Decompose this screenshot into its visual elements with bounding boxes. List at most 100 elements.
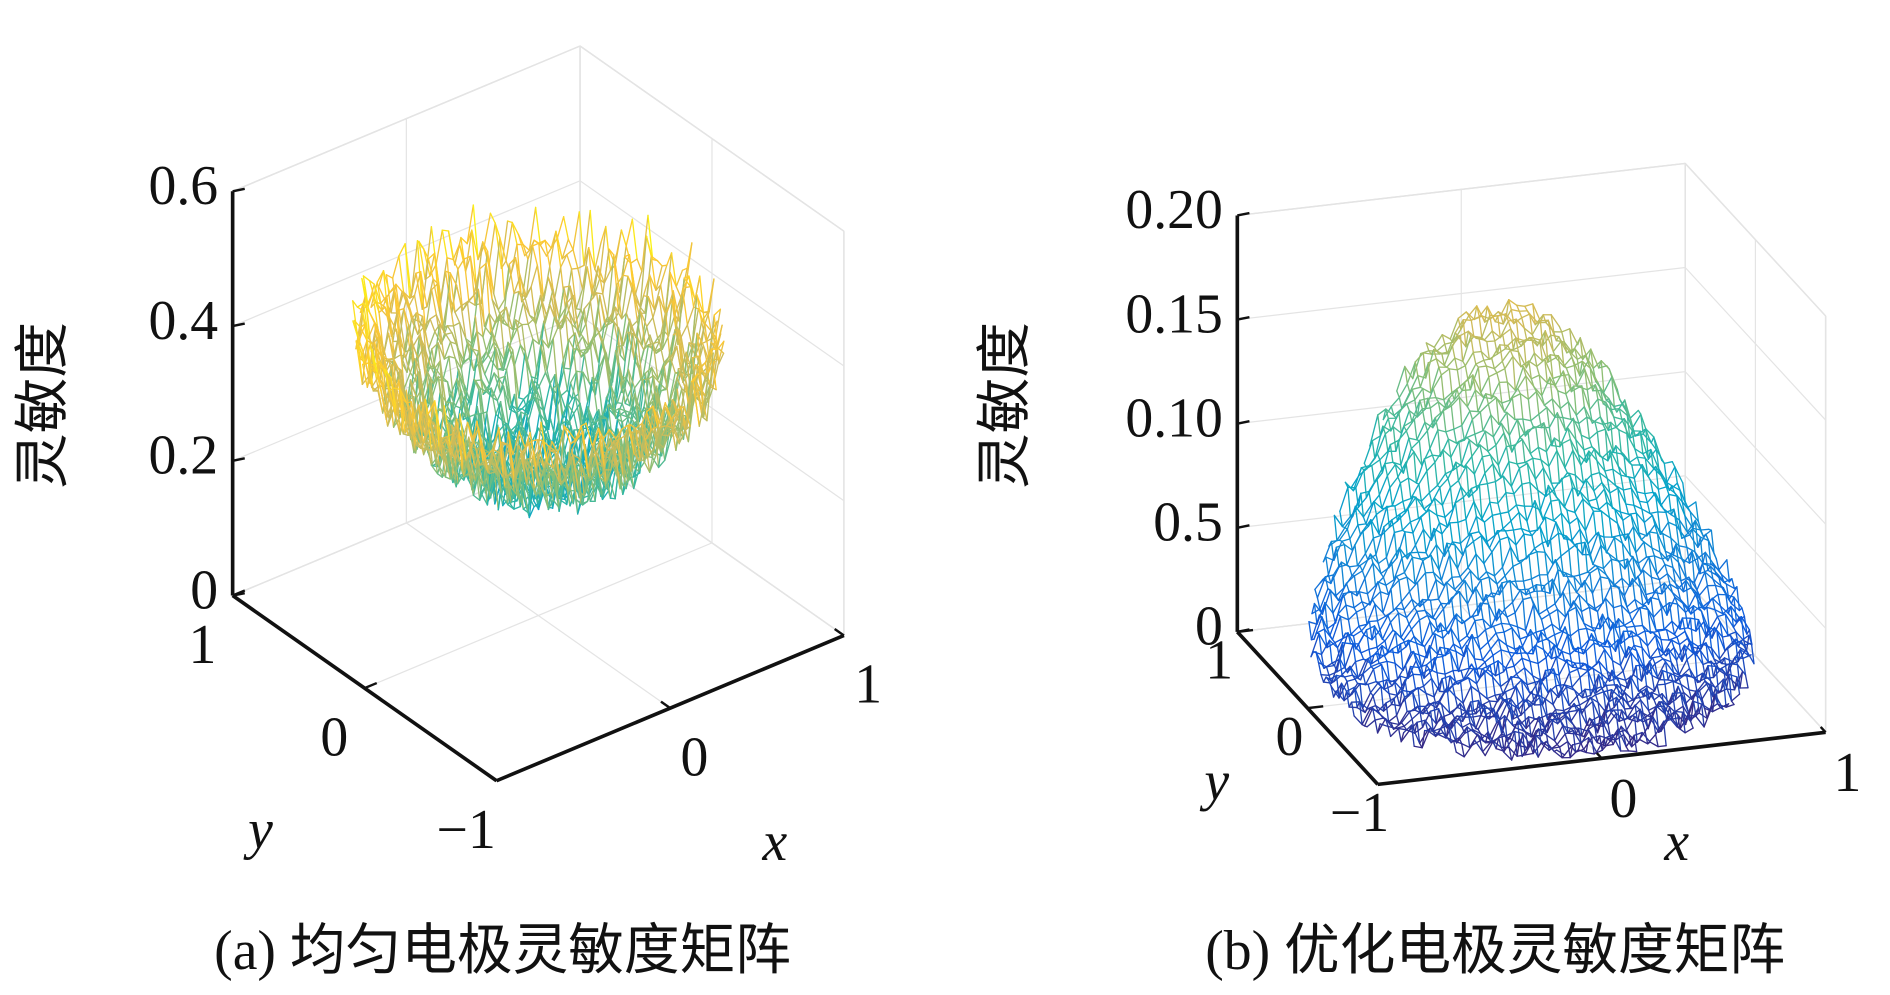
mesh-edge [605,225,612,271]
mesh-edge [591,338,600,363]
mesh-edge [546,337,554,371]
mesh-edge [622,253,631,276]
mesh-edge [380,337,387,374]
mesh-edge [364,295,371,314]
mesh-edge [692,275,701,308]
mesh-edge [379,302,386,308]
mesh-edge [1479,403,1490,413]
mesh-edge [471,348,480,352]
mesh-edge [655,265,663,291]
mesh-edge [1396,365,1406,392]
mesh-edge [1407,477,1412,500]
mesh-edge [533,239,540,244]
mesh-edge [675,285,682,299]
mesh-edge [608,317,615,323]
mesh-edge [409,379,416,421]
mesh-edge [600,341,607,354]
mesh-edge [557,383,564,415]
mesh-edge [606,254,615,318]
mesh-edge [415,423,422,454]
mesh-edge [490,358,498,370]
mesh-edge [594,365,601,396]
mesh-edge [1406,383,1411,393]
mesh-edge [1440,368,1450,376]
mesh-edge [1359,564,1364,572]
mesh-edge [1495,432,1505,446]
mesh-edge [635,353,642,381]
mesh-edge [652,316,659,339]
mesh-edge [409,425,416,436]
mesh-edge [627,368,634,407]
mesh-edge [505,306,512,343]
mesh-edge [431,342,439,350]
mesh-edge [1469,410,1474,421]
mesh-edge [564,314,573,326]
mesh-edge [1391,482,1402,507]
mesh-edge [533,317,540,345]
mesh-edge [420,388,427,412]
mesh-edge [558,314,567,325]
mesh-edge [583,353,590,384]
mesh-edge [459,322,466,363]
mesh-edge [393,354,402,360]
mesh-edge [1389,476,1399,489]
mesh-edge [616,344,625,348]
mesh-edge [505,349,514,371]
mesh-edge [383,389,392,404]
mesh-edge [1475,359,1485,365]
mesh-edge [464,255,472,272]
mesh-edge [462,416,469,421]
mesh-edge [1371,440,1376,460]
mesh-edge [356,302,365,308]
mesh-edge [362,275,371,282]
x-tick [833,628,845,637]
mesh-edge [371,378,378,388]
mesh-edge [1531,336,1541,341]
mesh-edge [579,349,586,355]
mesh-edge [533,294,542,319]
mesh-edge [1414,352,1424,363]
mesh-edge [490,322,497,336]
mesh-edge [680,324,689,338]
mesh-edge [441,229,450,232]
mesh-edge [586,266,593,295]
mesh-edge [362,302,371,314]
mesh-edge [518,421,525,431]
z-tick-label: 0 [190,559,218,621]
mesh-edge [1449,486,1454,510]
mesh-edge [577,308,585,331]
mesh-edge [481,379,488,393]
mesh-edge [504,486,512,489]
mesh-edge [1632,413,1642,429]
mesh-edge [474,440,481,446]
mesh-edge [681,267,688,271]
mesh-edge [1536,358,1546,368]
mesh-edge [1377,556,1388,565]
mesh-edge [614,229,623,266]
mesh-edge [401,290,409,309]
mesh-edge [1565,364,1575,369]
mesh-edge [1499,344,1503,362]
mesh-edge [1404,531,1414,534]
mesh-edge [562,216,570,241]
mesh-edge [1657,486,1668,490]
mesh-edge [1512,355,1517,391]
mesh-edge [410,318,419,335]
mesh-edge [411,371,419,387]
mesh-edge [1363,440,1374,464]
mesh-edge [675,289,684,327]
mesh-edge [646,366,653,383]
mesh-edge [1510,485,1515,495]
mesh-edge [543,438,550,441]
mesh-edge [1455,461,1460,482]
mesh-edge [427,424,436,445]
mesh-edge [420,271,427,332]
mesh-edge [473,378,480,391]
mesh-edge [427,258,434,280]
mesh-edge [1464,381,1469,408]
mesh-edge [549,304,556,317]
mesh-edge [466,341,475,371]
mesh-edge [1427,358,1437,364]
mesh-edge [601,404,609,417]
mesh-edge [639,310,646,347]
